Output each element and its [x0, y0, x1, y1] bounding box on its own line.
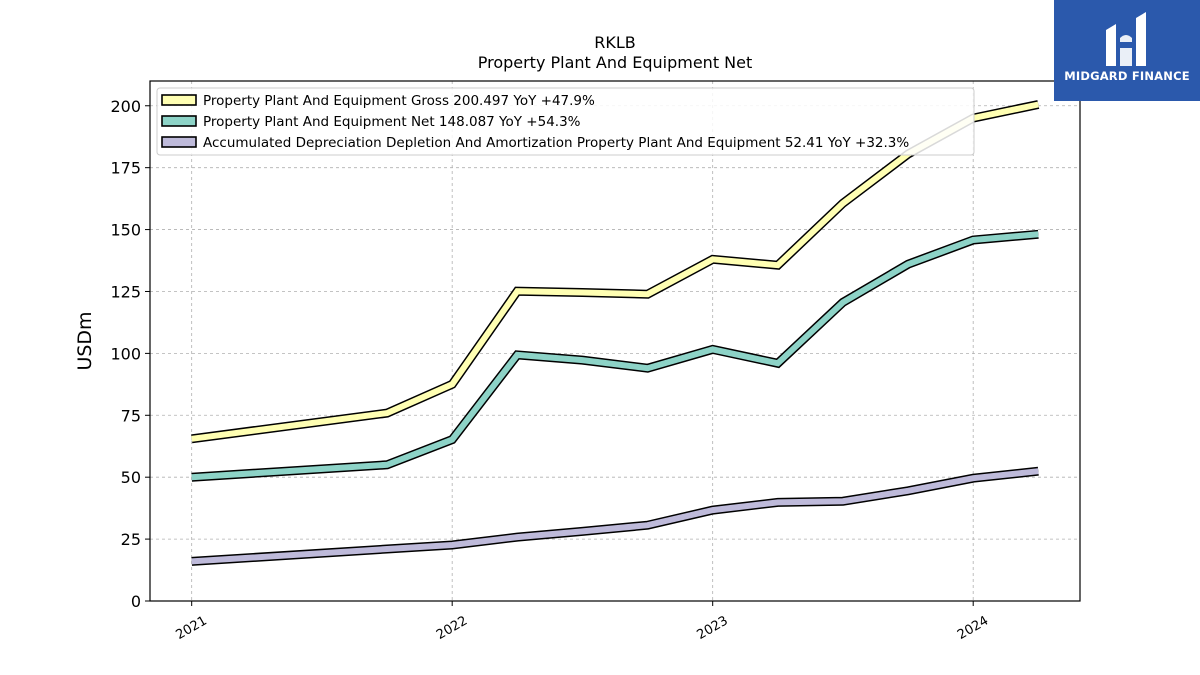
chart-subtitle: Property Plant And Equipment Net — [478, 53, 753, 72]
midgard-logo-icon — [1106, 12, 1146, 66]
x-tick-label: 2021 — [174, 613, 210, 643]
y-axis-label: USDm — [74, 311, 96, 370]
y-tick-label: 125 — [110, 282, 141, 301]
brand-logo: MIDGARD FINANCE — [1054, 0, 1200, 101]
x-tick-label: 2024 — [955, 613, 991, 643]
brand-name: MIDGARD FINANCE — [1064, 69, 1190, 83]
series-line-2 — [191, 231, 1039, 481]
plot-frame — [149, 80, 1081, 602]
legend-entry: Accumulated Depreciation Depletion And A… — [203, 135, 909, 151]
y-tick-label: 200 — [110, 97, 141, 116]
series-line-outline — [191, 229, 1039, 482]
y-tick-label: 25 — [121, 530, 141, 549]
x-tick-label: 2022 — [434, 613, 470, 643]
chart-title: RKLB — [594, 33, 636, 52]
legend-entry: Property Plant And Equipment Net 148.087… — [203, 114, 581, 130]
series-line-3 — [191, 468, 1039, 565]
legend-swatch — [161, 94, 197, 106]
legend-swatch — [161, 136, 197, 148]
x-tick-label: 2023 — [695, 613, 731, 643]
y-tick-label: 100 — [110, 344, 141, 363]
y-tick-label: 0 — [131, 592, 141, 611]
y-tick-label: 75 — [121, 406, 141, 425]
legend-swatch — [161, 115, 197, 127]
legend-entry: Property Plant And Equipment Gross 200.4… — [203, 93, 595, 109]
y-tick-label: 175 — [110, 159, 141, 178]
legend-box — [156, 87, 975, 156]
y-tick-label: 50 — [121, 468, 141, 487]
series-line-outline — [191, 466, 1039, 566]
y-tick-label: 150 — [110, 221, 141, 240]
legend: Property Plant And Equipment Gross 200.4… — [156, 87, 975, 156]
